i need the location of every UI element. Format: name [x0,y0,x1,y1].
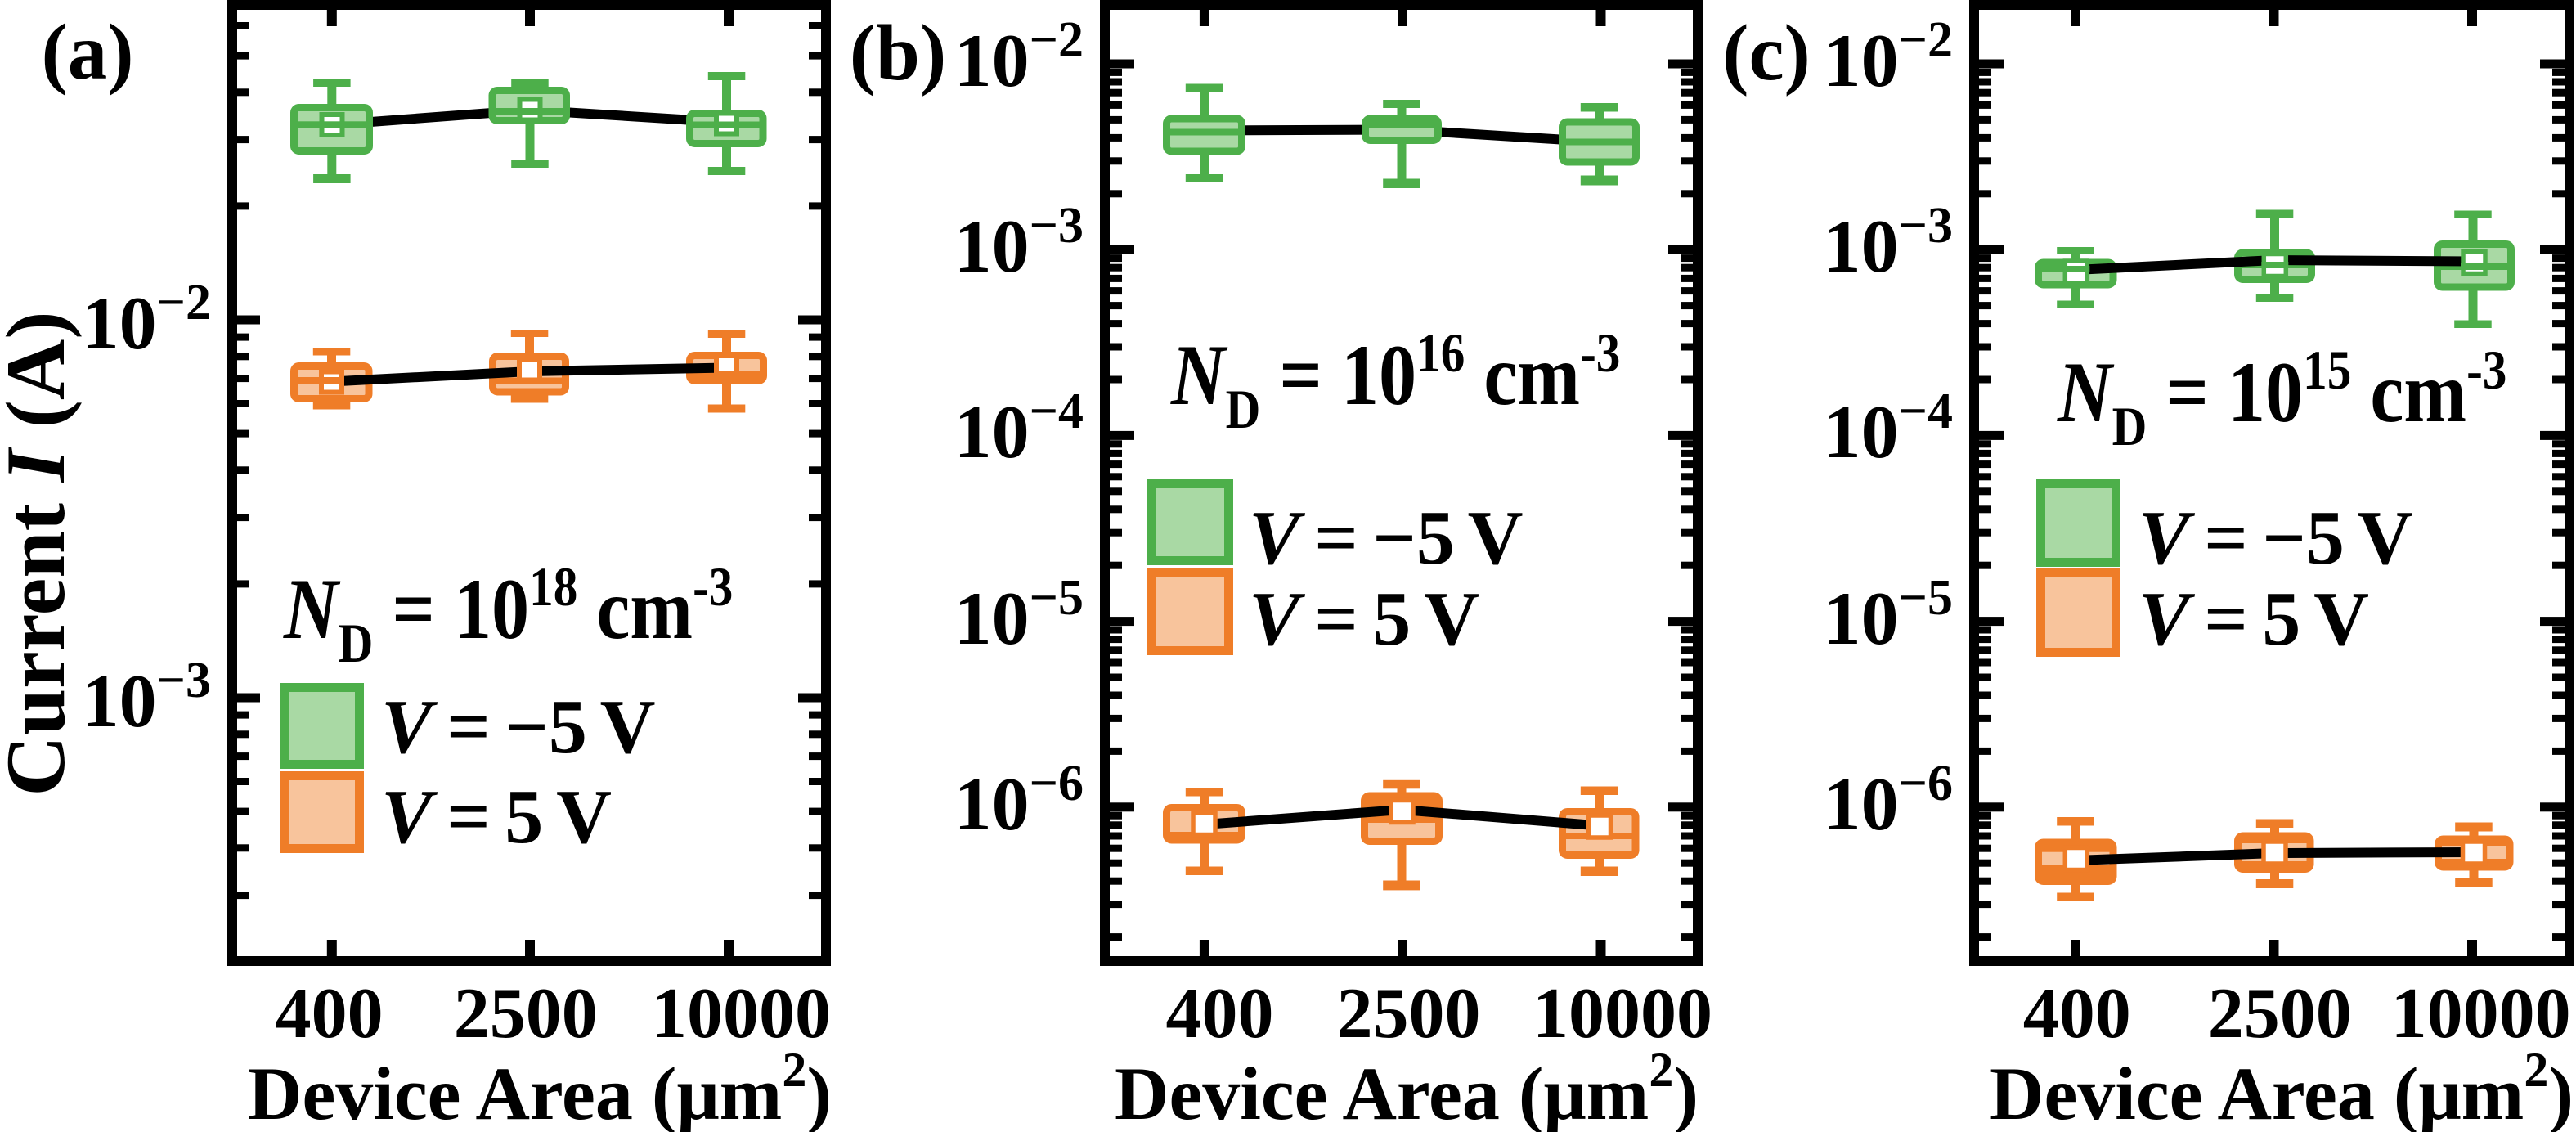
svg-text:ND = 1018 cm-3: ND = 1018 cm-3 [283,555,733,674]
svg-text:2500: 2500 [454,974,598,1053]
svg-text:V = −5 V: V = −5 V [2138,496,2413,581]
svg-text:Device Area (μm2): Device Area (μm2) [1115,1043,1699,1132]
svg-text:2500: 2500 [2208,974,2352,1053]
svg-text:10−4: 10−4 [1824,384,1953,474]
svg-text:(a): (a) [41,8,133,96]
svg-text:10000: 10000 [2391,974,2571,1053]
svg-text:V = 5 V: V = 5 V [1249,577,1479,662]
svg-text:Device Area (μm2): Device Area (μm2) [1990,1043,2574,1132]
svg-text:10−4: 10−4 [954,384,1084,474]
svg-text:10−2: 10−2 [82,275,211,365]
svg-text:V = 5 V: V = 5 V [2138,577,2369,662]
svg-text:V = −5 V: V = −5 V [1249,496,1524,581]
svg-text:400: 400 [2023,974,2131,1053]
svg-text:V = −5 V: V = −5 V [381,685,656,770]
svg-text:V = 5 V: V = 5 V [381,775,612,860]
svg-text:Device Area (μm2): Device Area (μm2) [248,1043,832,1132]
svg-text:ND = 1015 cm-3: ND = 1015 cm-3 [2057,339,2506,457]
svg-text:10000: 10000 [651,974,831,1053]
svg-text:ND = 1016 cm-3: ND = 1016 cm-3 [1170,321,1620,440]
svg-text:400: 400 [1166,974,1274,1053]
svg-text:Current I (A): Current I (A) [0,311,83,796]
svg-text:2500: 2500 [1337,974,1481,1053]
svg-text:(b): (b) [850,9,947,97]
svg-text:(c): (c) [1722,9,1811,97]
svg-text:10000: 10000 [1533,974,1712,1053]
svg-text:400: 400 [276,974,384,1053]
